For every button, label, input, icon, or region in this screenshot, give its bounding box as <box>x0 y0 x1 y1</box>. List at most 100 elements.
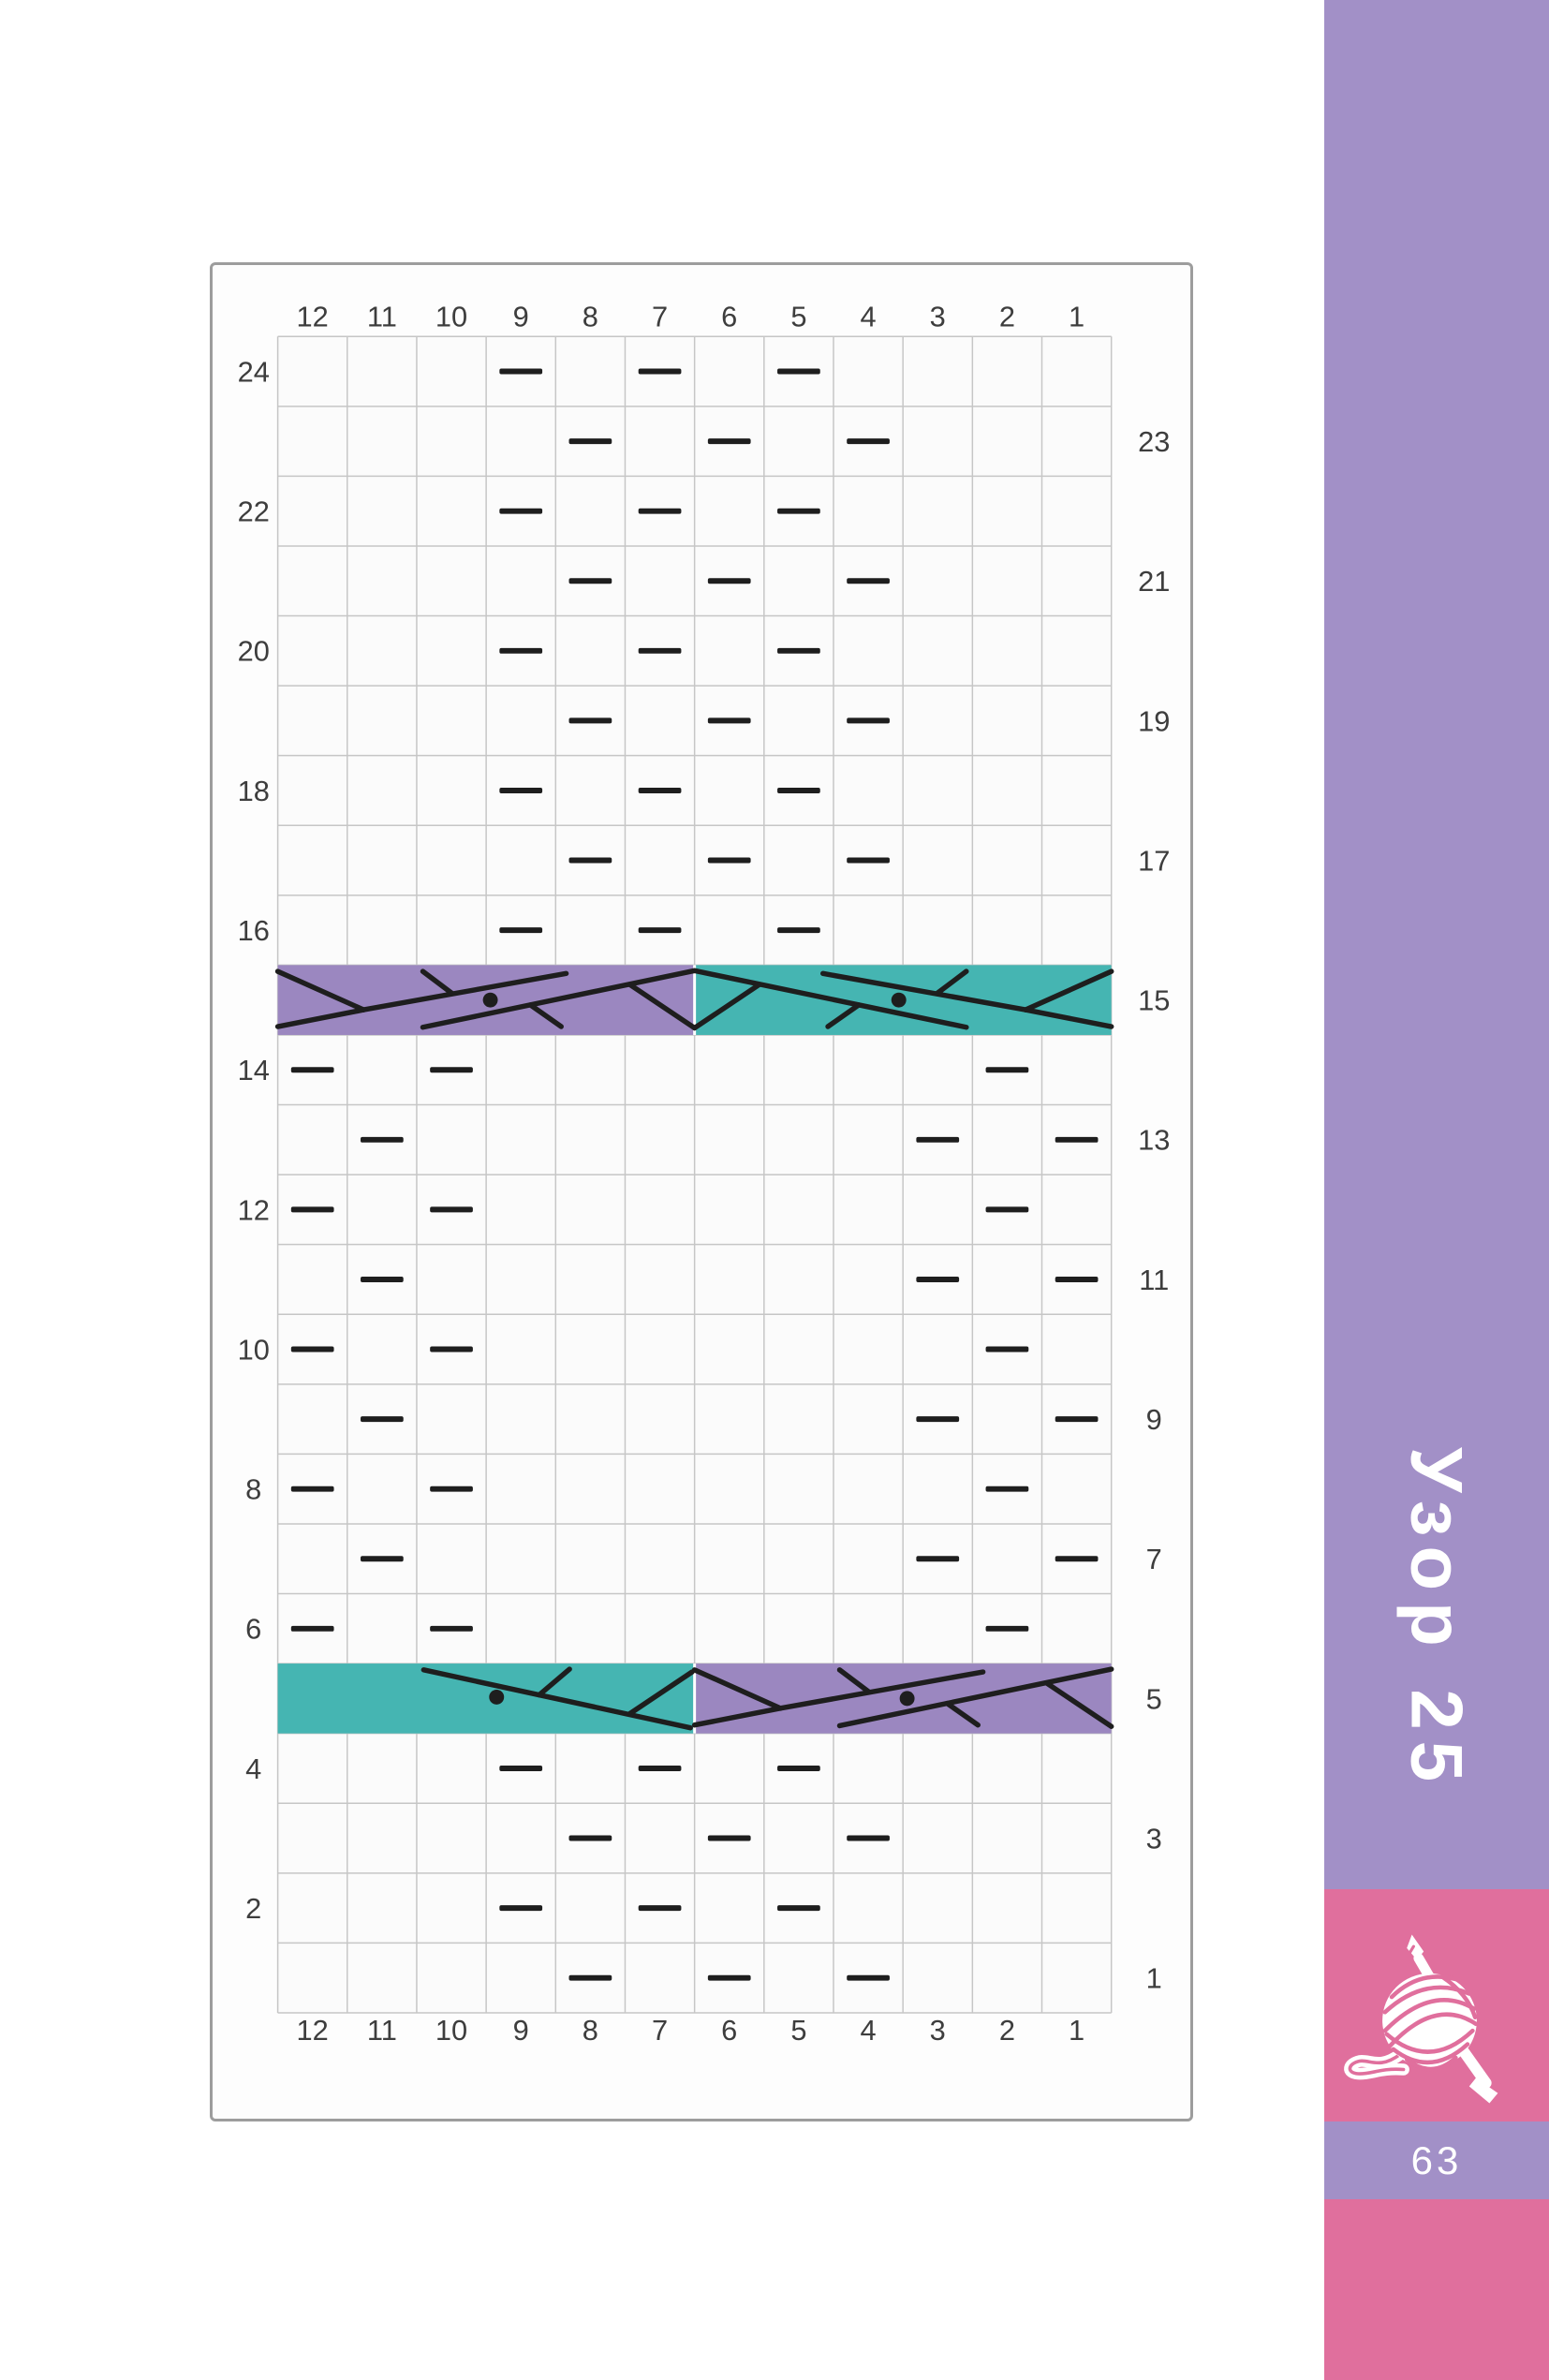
purl-dash <box>638 1905 682 1912</box>
purl-dash <box>290 1206 334 1213</box>
cable-symbol-cross_A <box>274 968 698 1031</box>
purl-dash <box>777 927 820 934</box>
column-label-top: 11 <box>367 300 397 333</box>
page-number: 63 <box>1410 2137 1463 2182</box>
row-label-right: 21 <box>1138 565 1170 598</box>
column-label-bottom: 11 <box>367 2014 397 2047</box>
purl-dash <box>430 1346 473 1353</box>
purl-dash <box>916 1556 960 1562</box>
row-label-right: 9 <box>1146 1403 1162 1436</box>
purl-dash <box>1055 1416 1099 1423</box>
purl-dash <box>777 787 820 793</box>
purl-dash <box>985 1625 1029 1632</box>
purl-dash <box>707 857 751 864</box>
column-label-top: 5 <box>790 300 806 333</box>
row-label-left: 22 <box>238 495 270 528</box>
purl-dash <box>777 1905 820 1912</box>
purl-dash <box>568 438 612 445</box>
pattern-title: Узор 25 <box>1395 1447 1479 1794</box>
purl-dash <box>430 1206 473 1213</box>
row-label-right: 5 <box>1146 1682 1162 1715</box>
purl-dash <box>707 1974 751 1981</box>
purl-dash <box>568 1974 612 1981</box>
purl-dash <box>290 1346 334 1353</box>
purl-dash <box>360 1556 404 1562</box>
purl-dash <box>707 717 751 724</box>
row-label-right: 19 <box>1138 704 1170 737</box>
row-label-right: 11 <box>1139 1264 1169 1296</box>
row-label-left: 12 <box>238 1193 270 1226</box>
purl-dash <box>985 1346 1029 1353</box>
column-label-bottom: 3 <box>930 2014 946 2047</box>
purl-dash <box>1055 1136 1099 1143</box>
column-label-bottom: 9 <box>513 2014 529 2047</box>
cable-band-row-15 <box>274 965 1114 1035</box>
purl-dash <box>707 578 751 584</box>
purl-dash <box>847 1835 890 1841</box>
grid-labels: 12 11 10 9 8 7 6 5 4 3 2 112 11 10 9 8 7 6 5 4 3 2 12422201816… <box>238 300 1171 2046</box>
purl-dash <box>499 647 543 654</box>
row-label-left: 8 <box>245 1473 261 1506</box>
column-label-top: 2 <box>999 300 1015 333</box>
purl-dash <box>568 1835 612 1841</box>
knitting-chart-svg: 12 11 10 9 8 7 6 5 4 3 2 112 11 10 9 8 7 6 5 4 3 2 12422201816… <box>238 300 1171 2046</box>
column-label-top: 9 <box>513 300 529 333</box>
purl-dash <box>777 368 820 375</box>
purl-dash <box>985 1486 1029 1492</box>
row-label-left: 4 <box>245 1752 261 1785</box>
row-label-right: 1 <box>1146 1962 1162 1995</box>
sidebar-band-purple <box>1324 2121 1549 2199</box>
sidebar-band-pink <box>1324 2199 1549 2380</box>
purl-dash <box>499 927 543 934</box>
purl-dash <box>360 1276 404 1282</box>
knitting-chart-box: 12 11 10 9 8 7 6 5 4 3 2 1 12 11 10 9 8 7 6 5 4 3 2 1 24 22 20 18 16… <box>210 262 1193 2121</box>
purl-dash <box>847 438 890 445</box>
row-label-right: 23 <box>1138 425 1170 458</box>
purl-dash <box>430 1067 473 1073</box>
purl-dash <box>847 717 890 724</box>
purl-dash <box>638 927 682 934</box>
column-label-bottom: 2 <box>999 2014 1015 2047</box>
row-label-left: 2 <box>245 1892 261 1925</box>
column-label-top: 4 <box>861 300 877 333</box>
purl-dash <box>985 1206 1029 1213</box>
purl-dash <box>568 578 612 584</box>
column-label-bottom: 1 <box>1069 2014 1084 2047</box>
cable-band-teal <box>277 1663 695 1734</box>
purl-dash <box>499 787 543 793</box>
purl-dash <box>847 1974 890 1981</box>
purl-dash <box>360 1136 404 1143</box>
page-number-band: 63 <box>1324 2121 1549 2199</box>
purl-dash <box>916 1136 960 1143</box>
purl-dash <box>638 787 682 793</box>
sidebar-title-wrap: Узор 25 <box>1324 1405 1549 1836</box>
row-label-left: 20 <box>238 635 270 668</box>
purl-dash <box>430 1486 473 1492</box>
purl-dash <box>985 1067 1029 1073</box>
purl-dash <box>499 508 543 514</box>
row-label-right: 17 <box>1138 844 1170 877</box>
sidebar: Узор 25 63 <box>1324 0 1549 2380</box>
row-label-left: 18 <box>238 775 270 807</box>
row-label-right: 3 <box>1146 1822 1162 1855</box>
row-label-right: 13 <box>1138 1124 1170 1157</box>
column-label-bottom: 8 <box>583 2014 598 2047</box>
row-label-left: 10 <box>238 1333 270 1366</box>
purl-dash <box>568 857 612 864</box>
row-label-left: 14 <box>238 1054 270 1087</box>
purl-dash <box>430 1625 473 1632</box>
yarn-ball-icon <box>1344 1934 1498 2104</box>
cable-symbol-cross_A <box>691 1666 1114 1729</box>
purl-dashes <box>290 368 1099 1981</box>
purl-dash <box>707 1835 751 1841</box>
column-label-top: 3 <box>930 300 946 333</box>
purl-dash <box>568 717 612 724</box>
purl-dash <box>638 508 682 514</box>
column-label-top: 8 <box>583 300 598 333</box>
grid-lines <box>276 335 1113 2014</box>
purl-dash <box>638 368 682 375</box>
purl-dash <box>499 1765 543 1771</box>
purl-dash <box>290 1625 334 1632</box>
column-label-bottom: 4 <box>861 2014 877 2047</box>
purl-dash <box>847 857 890 864</box>
